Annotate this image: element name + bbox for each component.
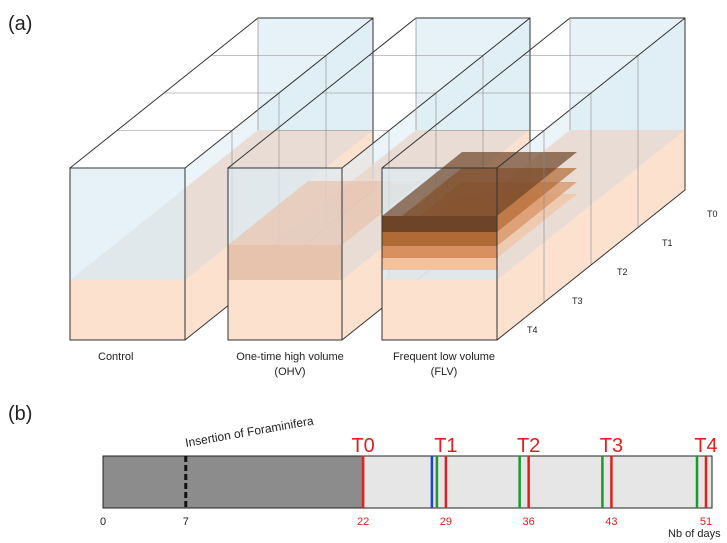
treatment-name: Control	[98, 351, 133, 363]
sampling-label: T4	[694, 435, 717, 457]
deposit-front	[382, 246, 497, 258]
time-point-label: T0	[707, 209, 718, 219]
sampling-label: T3	[600, 435, 623, 457]
sampling-label: T1	[434, 435, 457, 457]
treatment-name: Frequent low volume	[393, 351, 495, 363]
treatment-abbr: (FLV)	[431, 366, 458, 378]
back-water	[570, 18, 685, 130]
annotation: Insertion of Foraminifera	[184, 414, 315, 450]
acclimation-period	[103, 456, 363, 508]
back-water	[258, 18, 373, 130]
front-sediment	[70, 280, 185, 340]
front-water	[70, 168, 185, 280]
back-water	[416, 18, 530, 130]
tick-label: 51	[700, 516, 712, 528]
deposit-front	[228, 245, 342, 280]
deposit-front	[382, 258, 497, 270]
sampling-label: T0	[351, 435, 374, 457]
panel-label: (b)	[8, 403, 32, 425]
treatment-name: One-time high volume	[236, 351, 344, 363]
treatment-abbr: (OHV)	[274, 366, 305, 378]
deposit-front	[382, 232, 497, 246]
deposit-front	[382, 216, 497, 232]
tick-label: 22	[357, 516, 369, 528]
tick-label: 7	[183, 516, 189, 528]
figure: (a) T0 T1 T2 T3 T4 Control One-time high vol…	[0, 0, 727, 543]
tick-label: 0	[100, 516, 106, 528]
tick-label: 29	[440, 516, 452, 528]
time-point-label: T3	[572, 296, 583, 306]
tick-label: 43	[605, 516, 617, 528]
tanks: T0 T1 T2 T3 T4	[70, 18, 718, 340]
front-sediment	[382, 280, 497, 340]
panel-label: (a)	[8, 13, 32, 35]
time-point-label: T1	[662, 238, 673, 248]
sampling-label: T2	[517, 435, 540, 457]
axis-label: Nb of days	[668, 528, 721, 540]
time-point-label: T2	[617, 267, 628, 277]
timeline: 0 7 22 T0 29 T1 36 T2 43 T3 51 T4	[100, 435, 718, 528]
time-point-label: T4	[527, 325, 538, 335]
front-sediment	[228, 280, 342, 340]
tick-label: 36	[523, 516, 535, 528]
